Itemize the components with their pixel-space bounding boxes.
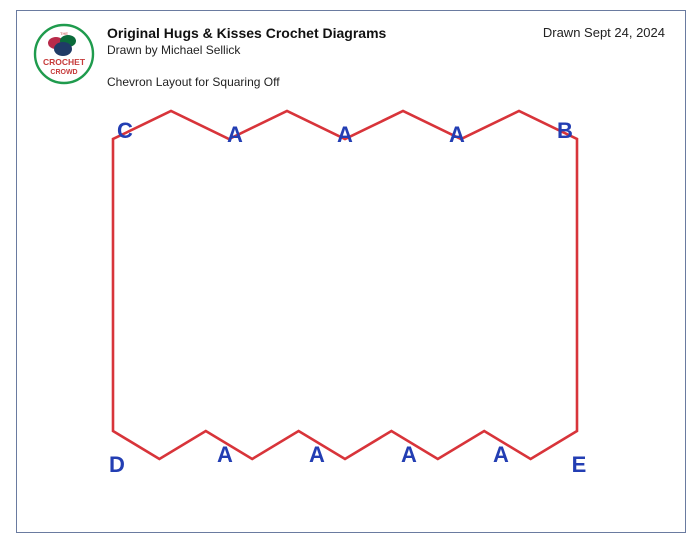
- svg-text:CROWD: CROWD: [50, 69, 77, 76]
- bottom-label-0: D: [109, 452, 125, 478]
- bottom-label-3: A: [401, 442, 417, 468]
- bottom-label-4: A: [493, 442, 509, 468]
- bottom-label-2: A: [309, 442, 325, 468]
- top-label-3: A: [449, 122, 465, 148]
- top-label-2: A: [337, 122, 353, 148]
- svg-text:CROCHET: CROCHET: [43, 57, 86, 67]
- top-label-4: B: [557, 118, 573, 144]
- top-label-0: C: [117, 118, 133, 144]
- logo: THE CROCHET CROWD: [33, 23, 95, 85]
- date-line: Drawn Sept 24, 2024: [543, 25, 665, 40]
- top-label-1: A: [227, 122, 243, 148]
- svg-text:THE: THE: [60, 31, 68, 36]
- chevron-diagram: [17, 11, 685, 532]
- bottom-label-5: E: [572, 452, 587, 478]
- bottom-label-1: A: [217, 442, 233, 468]
- author-line: Drawn by Michael Sellick: [107, 43, 665, 57]
- subtitle-line: Chevron Layout for Squaring Off: [107, 75, 665, 89]
- page-frame: THE CROCHET CROWD Original Hugs & Kisses…: [16, 10, 686, 533]
